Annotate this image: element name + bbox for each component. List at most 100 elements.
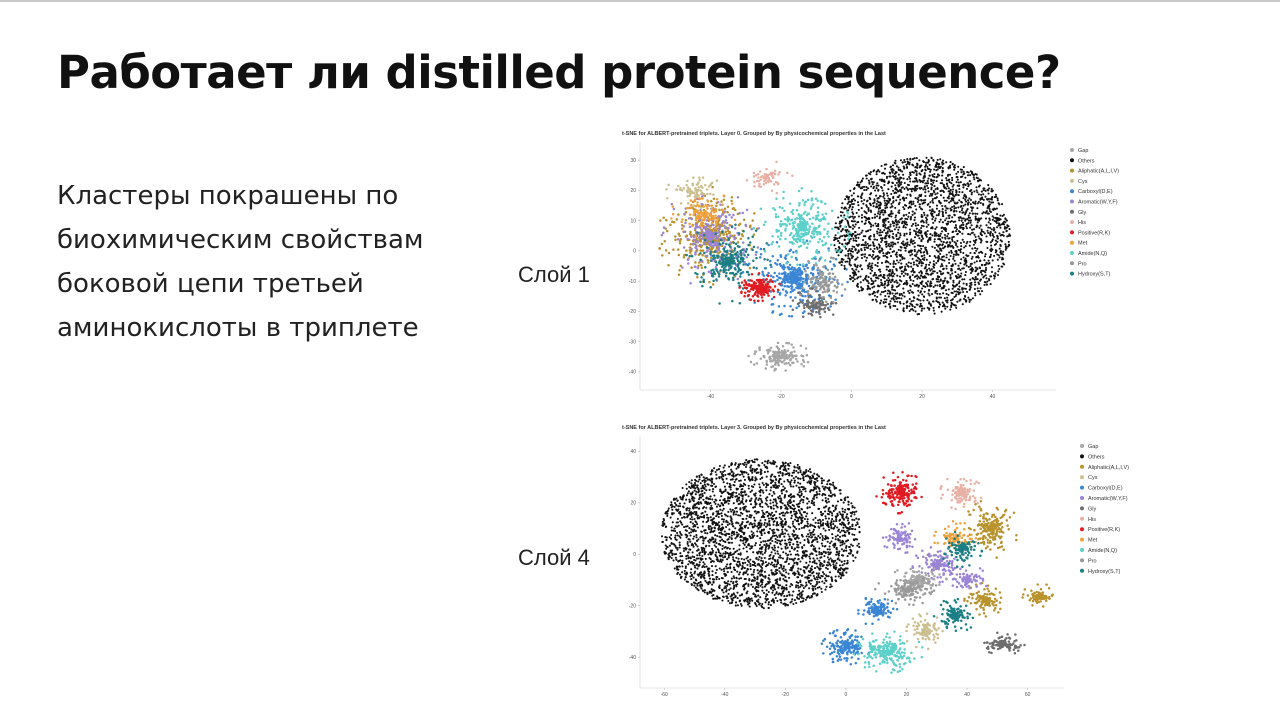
scatter-point bbox=[964, 257, 967, 260]
scatter-point bbox=[714, 214, 717, 217]
scatter-point bbox=[924, 188, 927, 191]
scatter-point bbox=[752, 233, 756, 236]
scatter-point bbox=[820, 240, 824, 243]
scatter-point bbox=[911, 213, 914, 216]
scatter-point bbox=[745, 286, 749, 290]
scatter-point bbox=[879, 203, 882, 206]
scatter-point bbox=[978, 266, 981, 269]
scatter-point bbox=[724, 258, 728, 261]
scatter-point bbox=[979, 224, 982, 227]
scatter-point bbox=[858, 289, 861, 292]
scatter-point bbox=[921, 287, 924, 290]
scatter-point bbox=[899, 183, 903, 186]
scatter-point bbox=[880, 282, 884, 285]
scatter-point bbox=[810, 190, 813, 193]
scatter-point bbox=[805, 246, 809, 249]
scatter-point bbox=[989, 210, 993, 214]
scatter-point bbox=[889, 281, 892, 284]
scatter-point bbox=[765, 167, 768, 171]
scatter-point bbox=[964, 198, 967, 201]
scatter-point bbox=[922, 199, 925, 202]
scatter-point bbox=[987, 262, 991, 265]
scatter-point bbox=[882, 225, 885, 228]
scatter-point bbox=[872, 224, 875, 227]
scatter-point bbox=[709, 252, 712, 256]
scatter-point bbox=[860, 200, 863, 203]
scatter-point bbox=[793, 221, 796, 224]
scatter-point bbox=[781, 265, 784, 269]
scatter-point bbox=[948, 214, 951, 217]
scatter-point bbox=[909, 174, 912, 177]
scatter-point bbox=[776, 181, 780, 185]
scatter-point bbox=[688, 222, 691, 226]
scatter-point bbox=[894, 170, 897, 174]
scatter-point bbox=[736, 277, 740, 281]
scatter-point bbox=[957, 264, 960, 267]
scatter-point bbox=[748, 241, 752, 244]
scatter-point bbox=[975, 186, 978, 189]
scatter-point bbox=[885, 255, 888, 258]
scatter-point bbox=[911, 269, 914, 272]
scatter-point bbox=[949, 276, 952, 279]
scatter-point bbox=[974, 283, 977, 286]
scatter-point bbox=[894, 187, 897, 190]
scatter-point bbox=[946, 281, 949, 284]
scatter-point bbox=[834, 298, 837, 301]
scatter-point bbox=[962, 183, 965, 186]
scatter-points bbox=[658, 156, 1012, 372]
scatter-point bbox=[873, 213, 877, 216]
scatter-point bbox=[846, 260, 849, 263]
scatter-point bbox=[917, 298, 920, 301]
scatter-point bbox=[932, 159, 935, 162]
scatter-point bbox=[914, 187, 917, 190]
scatter-point bbox=[977, 185, 981, 188]
scatter-point bbox=[772, 183, 776, 186]
scatter-point bbox=[717, 248, 720, 252]
scatter-point bbox=[951, 302, 954, 305]
scatter-point bbox=[715, 222, 718, 226]
scatter-point bbox=[856, 285, 860, 288]
scatter-point bbox=[951, 292, 954, 295]
scatter-point bbox=[861, 192, 864, 195]
scatter-point bbox=[847, 223, 850, 227]
scatter-point bbox=[840, 251, 843, 254]
scatter-point bbox=[851, 215, 854, 218]
scatter-point bbox=[818, 308, 821, 312]
scatter-point bbox=[729, 234, 732, 237]
scatter-point bbox=[788, 267, 792, 270]
scatter-point bbox=[923, 213, 926, 217]
scatter-point bbox=[949, 241, 952, 244]
scatter-point bbox=[764, 220, 767, 224]
scatter-point bbox=[813, 235, 816, 239]
scatter-point bbox=[899, 275, 902, 278]
scatter-point bbox=[924, 198, 927, 202]
scatter-point bbox=[926, 214, 929, 217]
scatter-point bbox=[969, 251, 972, 255]
scatter-point bbox=[722, 267, 726, 270]
scatter-point bbox=[902, 226, 905, 229]
scatter-point bbox=[882, 218, 885, 221]
scatter-point bbox=[699, 206, 703, 209]
scatter-point bbox=[946, 223, 949, 226]
scatter-point bbox=[956, 245, 959, 248]
scatter-point bbox=[725, 235, 729, 238]
scatter-point bbox=[700, 276, 703, 279]
scatter-point bbox=[854, 239, 857, 242]
scatter-point bbox=[963, 213, 967, 216]
scatter-point bbox=[722, 262, 726, 266]
scatter-point bbox=[867, 229, 870, 232]
scatter-point bbox=[700, 228, 704, 232]
scatter-point bbox=[991, 248, 994, 251]
scatter-point bbox=[939, 238, 942, 241]
scatter-point bbox=[883, 282, 887, 285]
scatter-point bbox=[965, 200, 968, 203]
scatter-point bbox=[955, 228, 959, 231]
scatter-point bbox=[947, 187, 950, 190]
scatter-point bbox=[754, 229, 758, 232]
scatter-point bbox=[790, 218, 794, 221]
scatter-point bbox=[920, 272, 923, 275]
scatter-point bbox=[740, 253, 743, 257]
scatter-point bbox=[686, 179, 689, 183]
scatter-point bbox=[947, 167, 950, 170]
scatter-point bbox=[929, 285, 932, 288]
